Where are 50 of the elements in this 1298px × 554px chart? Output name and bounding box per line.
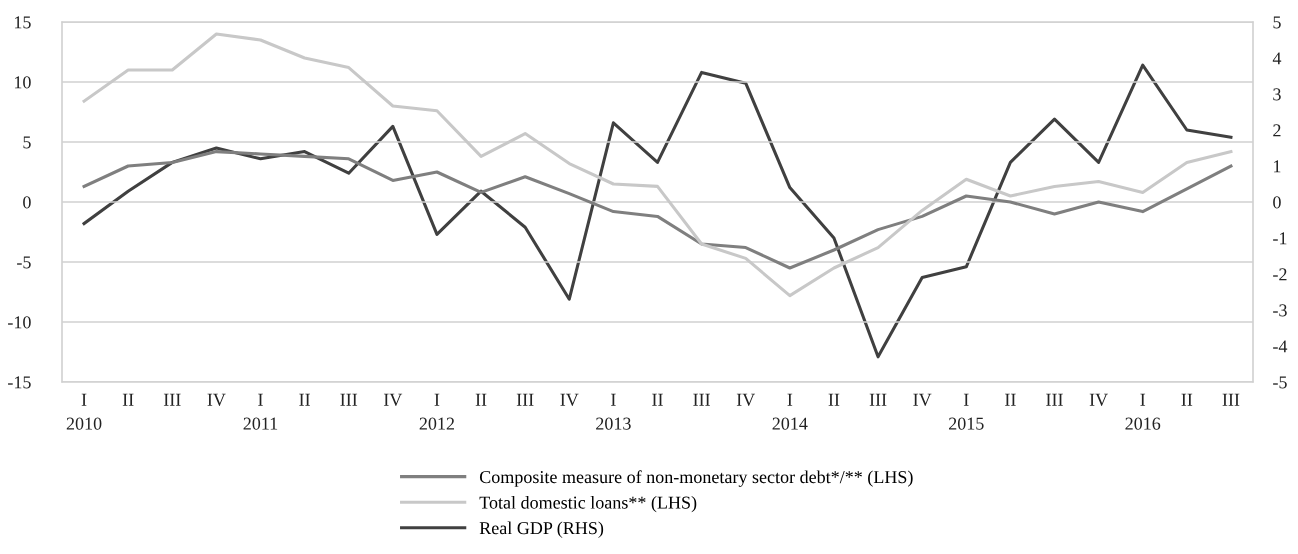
x-tick-label: IV [207, 393, 226, 406]
y2-tick-label: -2 [1273, 268, 1287, 281]
line-series [82, 63, 1233, 359]
x-tick-label: I 2010 [66, 393, 102, 430]
y-tick-label: 15 [14, 16, 31, 29]
line-series [82, 150, 1233, 270]
x-tick-label: I 2015 [949, 393, 984, 430]
x-tick-label: II [1181, 393, 1193, 406]
x-tick-label: III [1046, 393, 1063, 406]
x-tick-label: II [652, 393, 663, 406]
legend-label: Total domestic loans** (LHS) [479, 496, 697, 513]
x-tick-label: III [516, 393, 534, 406]
x-tick-label: III [693, 393, 710, 406]
x-tick-label: IV [560, 393, 579, 406]
x-tick-label: III [1222, 393, 1240, 406]
x-tick-label: II [828, 393, 840, 406]
x-tick-label: II [122, 393, 134, 406]
legend-label: Real GDP (RHS) [479, 521, 604, 538]
y2-tick-label: 1 [1274, 160, 1281, 173]
y-tick-label: -15 [8, 376, 31, 389]
x-tick-label: II [1005, 393, 1016, 406]
x-tick-label: I 2012 [419, 393, 454, 430]
y-tick-label: -5 [17, 256, 31, 269]
x-tick-label: IV [736, 393, 756, 406]
legend-label: Composite measure of non-monetary sector debt*/** (LHS) [479, 470, 913, 487]
y-tick-label: -10 [8, 316, 31, 329]
x-tick-label: II [299, 393, 310, 406]
y2-tick-label: -5 [1273, 376, 1287, 389]
y-tick-label: 0 [23, 196, 31, 209]
x-tick-label: I 2011 [243, 393, 278, 430]
y2-tick-label: 2 [1273, 124, 1281, 137]
y2-tick-label: 0 [1273, 196, 1281, 209]
y-tick-label: 10 [14, 76, 31, 89]
x-tick-label: III [869, 393, 887, 406]
x-tick-label: I 2014 [772, 393, 808, 430]
x-tick-label: IV [913, 393, 932, 406]
y2-tick-label: -1 [1273, 232, 1287, 245]
x-tick-label: III [340, 393, 358, 406]
x-tick-label: III [163, 393, 181, 406]
y2-tick-label: 3 [1273, 88, 1281, 101]
y2-tick-label: -4 [1273, 340, 1288, 353]
y2-tick-label: -3 [1273, 304, 1287, 317]
x-tick-label: I 2013 [596, 393, 631, 430]
y2-tick-label: 5 [1273, 16, 1281, 29]
y-tick-label: 5 [23, 136, 31, 149]
x-tick-label: I 2016 [1125, 393, 1161, 430]
x-tick-label: IV [383, 393, 403, 406]
y2-tick-label: 4 [1272, 52, 1282, 65]
x-tick-label: II [475, 393, 487, 406]
x-tick-label: IV [1089, 393, 1108, 406]
